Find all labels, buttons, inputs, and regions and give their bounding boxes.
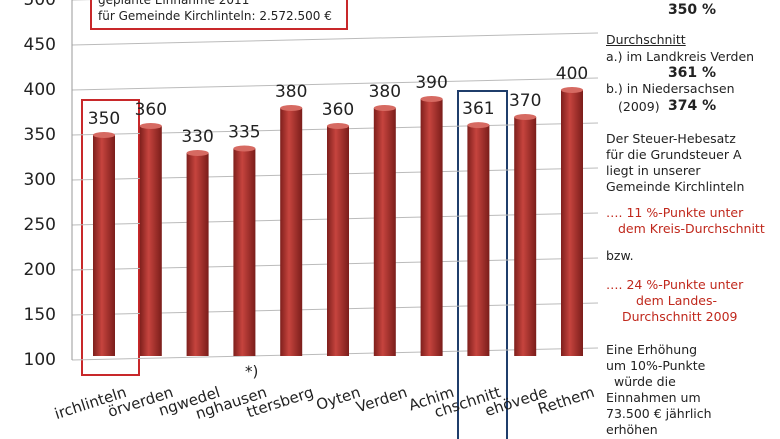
bar-top (327, 123, 349, 129)
y-tick-label: 250 (24, 215, 56, 235)
panel-text: bzw. (606, 248, 634, 263)
panel-text: 361 % (667, 65, 717, 81)
panel-text: Durchschnitt (606, 32, 686, 47)
y-tick-label: 350 (24, 125, 56, 145)
bar (139, 126, 162, 356)
bar-top (93, 132, 115, 138)
bar-top (186, 150, 209, 156)
box-line: für Gemeinde Kirchlinteln: 2.572.500 € (98, 9, 332, 23)
bar (186, 153, 209, 356)
value-label: 370 (509, 91, 541, 111)
highlight-box (457, 90, 508, 439)
value-label: 390 (415, 73, 447, 93)
value-label: 350 (88, 109, 120, 129)
panel-text: 350 % (667, 2, 717, 18)
bar (233, 148, 256, 356)
panel-text: um 10%-Punkte (606, 358, 706, 373)
value-label: 380 (275, 82, 307, 102)
panel-text: erhöhen (606, 422, 658, 437)
panel-text: dem Kreis-Durchschnitt (618, 221, 765, 236)
panel-text: für die Grundsteuer A (606, 147, 742, 162)
panel-text: liegt in unserer (606, 163, 701, 178)
x-tick-label: Verden (354, 383, 409, 416)
panel-text: Durchschnitt 2009 (622, 309, 738, 324)
bar (327, 126, 349, 356)
bar (93, 135, 115, 356)
panel-text: Der Steuer-Hebesatz (606, 131, 736, 146)
bar (280, 108, 303, 356)
grid-line (71, 32, 599, 46)
y-tick-label: 400 (24, 80, 56, 100)
bar-top (373, 105, 396, 111)
value-label: 360 (322, 100, 354, 120)
highlight-box (81, 99, 140, 376)
panel-text: Eine Erhöhung (606, 342, 698, 357)
bar (561, 90, 583, 356)
bar-top (467, 122, 490, 129)
grid-line (71, 77, 599, 91)
y-tick-label: 300 (24, 170, 56, 190)
panel-text: Einnahmen um (606, 390, 701, 405)
panel-text: …. 24 %-Punkte unter (606, 277, 744, 292)
y-tick-label: 100 (24, 350, 56, 370)
panel-text: Gemeinde Kirchlinteln (606, 179, 745, 194)
box-line: geplante Einnahme 2011 (98, 0, 250, 7)
value-label: 400 (556, 64, 588, 84)
bar-top (233, 145, 256, 152)
y-tick-label: 200 (24, 260, 56, 280)
panel-text: a.) im Landkreis Verden (606, 49, 755, 64)
panel-text: 374 % (668, 98, 717, 114)
bar-top (139, 123, 162, 129)
info-box: geplante Einnahme 2011 für Gemeinde Kirc… (90, 0, 348, 30)
y-tick-label: 150 (24, 305, 56, 325)
y-tick-label: 500 (24, 0, 56, 10)
value-label: 360 (135, 100, 167, 120)
bar-top (420, 96, 443, 102)
panel-text: würde die (614, 374, 676, 389)
bar (514, 117, 537, 356)
value-label: 335 (228, 123, 260, 143)
bar-top (280, 105, 303, 111)
bar-top (514, 114, 537, 120)
value-label: 380 (369, 82, 401, 102)
value-label: 361 (462, 99, 494, 119)
value-label: 330 (181, 127, 213, 147)
panel-text: (2009) (618, 99, 660, 114)
panel-text: 73.500 € jährlich (606, 406, 712, 421)
note: *) (245, 363, 258, 381)
panel-text: …. 11 %-Punkte unter (606, 205, 744, 220)
bar (373, 108, 396, 356)
bar (420, 99, 443, 356)
panel-text: dem Landes- (636, 293, 717, 308)
panel-text: b.) in Niedersachsen (606, 81, 735, 96)
bar (467, 125, 490, 356)
y-tick-label: 450 (24, 35, 56, 55)
bar-top (561, 87, 583, 93)
